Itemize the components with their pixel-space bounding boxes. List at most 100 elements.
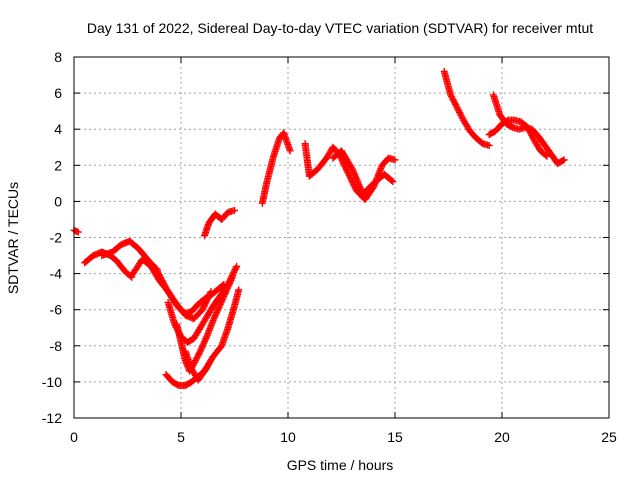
series-s11	[258, 129, 294, 207]
data-point	[195, 349, 203, 357]
x-tick-label: 20	[494, 429, 510, 445]
data-point	[559, 157, 567, 165]
data-point	[204, 361, 212, 369]
data-point	[222, 288, 230, 296]
data-point	[193, 354, 201, 362]
data-point	[231, 206, 238, 214]
data-point	[218, 297, 226, 305]
data-point	[224, 283, 232, 291]
data-point	[455, 107, 463, 115]
data-point	[220, 292, 228, 300]
y-tick-label: -12	[42, 410, 62, 426]
series-s9	[162, 360, 213, 390]
y-tick-label: 8	[54, 49, 62, 65]
data-point	[216, 300, 224, 308]
x-tick-label: 25	[601, 429, 617, 445]
data-point	[223, 284, 231, 292]
data-point	[453, 104, 461, 112]
data-point	[191, 357, 199, 365]
data-point	[232, 264, 240, 272]
y-tick-label: -8	[50, 338, 63, 354]
data-point	[389, 178, 397, 186]
data-point	[209, 317, 217, 325]
x-tick-label: 15	[387, 429, 403, 445]
data-point	[485, 141, 493, 149]
data-point	[450, 97, 458, 105]
y-tick-label: 6	[54, 85, 62, 101]
data-layer	[70, 67, 568, 390]
data-point	[451, 100, 459, 108]
data-point	[226, 278, 234, 286]
y-tick-label: 4	[54, 121, 62, 137]
data-point	[455, 108, 463, 116]
series-s7	[173, 273, 236, 375]
data-point	[560, 156, 568, 164]
y-axis-label: SDTVAR / TECUs	[5, 182, 21, 294]
series-s8	[181, 286, 243, 384]
data-point	[202, 334, 210, 342]
data-point	[528, 133, 536, 141]
x-tick-label: 0	[70, 429, 78, 445]
data-point	[458, 113, 466, 121]
series-s10	[201, 206, 238, 240]
data-point	[457, 111, 465, 119]
data-point	[221, 289, 229, 297]
data-point	[194, 352, 202, 360]
data-point	[201, 336, 209, 344]
data-point	[542, 151, 550, 159]
data-point	[227, 276, 235, 284]
x-tick-label: 5	[177, 429, 185, 445]
data-point	[221, 291, 229, 299]
data-point	[196, 347, 204, 355]
data-point	[225, 281, 233, 289]
data-point	[388, 177, 396, 185]
series-s1	[70, 226, 82, 236]
y-tick-label: -10	[42, 374, 62, 390]
y-tick-label: 0	[54, 193, 62, 209]
data-point	[197, 346, 205, 354]
data-point	[74, 228, 82, 236]
data-point	[447, 92, 455, 100]
data-point	[192, 355, 200, 363]
data-point	[198, 342, 206, 350]
data-point	[211, 313, 219, 321]
chart-title: Day 131 of 2022, Sidereal Day-to-day VTE…	[87, 20, 593, 36]
data-point	[198, 344, 206, 352]
data-point	[454, 105, 462, 113]
data-point	[213, 307, 221, 315]
data-point	[216, 302, 224, 310]
data-point	[448, 94, 456, 102]
data-point	[219, 294, 227, 302]
data-point	[226, 280, 234, 288]
data-point	[195, 350, 203, 358]
data-point	[347, 163, 355, 171]
data-point	[218, 296, 226, 304]
data-point	[223, 286, 231, 294]
data-point	[235, 286, 243, 294]
data-point	[199, 341, 207, 349]
data-point	[456, 110, 464, 118]
data-point	[452, 102, 460, 110]
y-tick-label: -2	[50, 230, 63, 246]
data-point	[213, 309, 221, 317]
data-point	[451, 99, 459, 107]
x-tick-label: 10	[280, 429, 296, 445]
x-axis-label: GPS time / hours	[287, 457, 394, 473]
y-tick-label: -6	[50, 302, 63, 318]
labels-layer: 0 5 10 15 20 25 -12 -10 -8 -6 -4 -2 0 2 4 6 8	[42, 49, 617, 445]
data-point	[211, 312, 219, 320]
data-point	[200, 339, 208, 347]
data-point	[449, 96, 457, 104]
data-point	[215, 304, 223, 312]
data-point	[228, 275, 236, 283]
data-point	[217, 299, 225, 307]
y-tick-label: 2	[54, 157, 62, 173]
data-point	[447, 91, 455, 99]
y-tick-label: -4	[50, 266, 63, 282]
data-point	[391, 156, 399, 164]
series-s16	[489, 91, 568, 167]
series-s14	[440, 67, 493, 149]
data-point	[201, 338, 209, 346]
data-point	[228, 273, 236, 281]
